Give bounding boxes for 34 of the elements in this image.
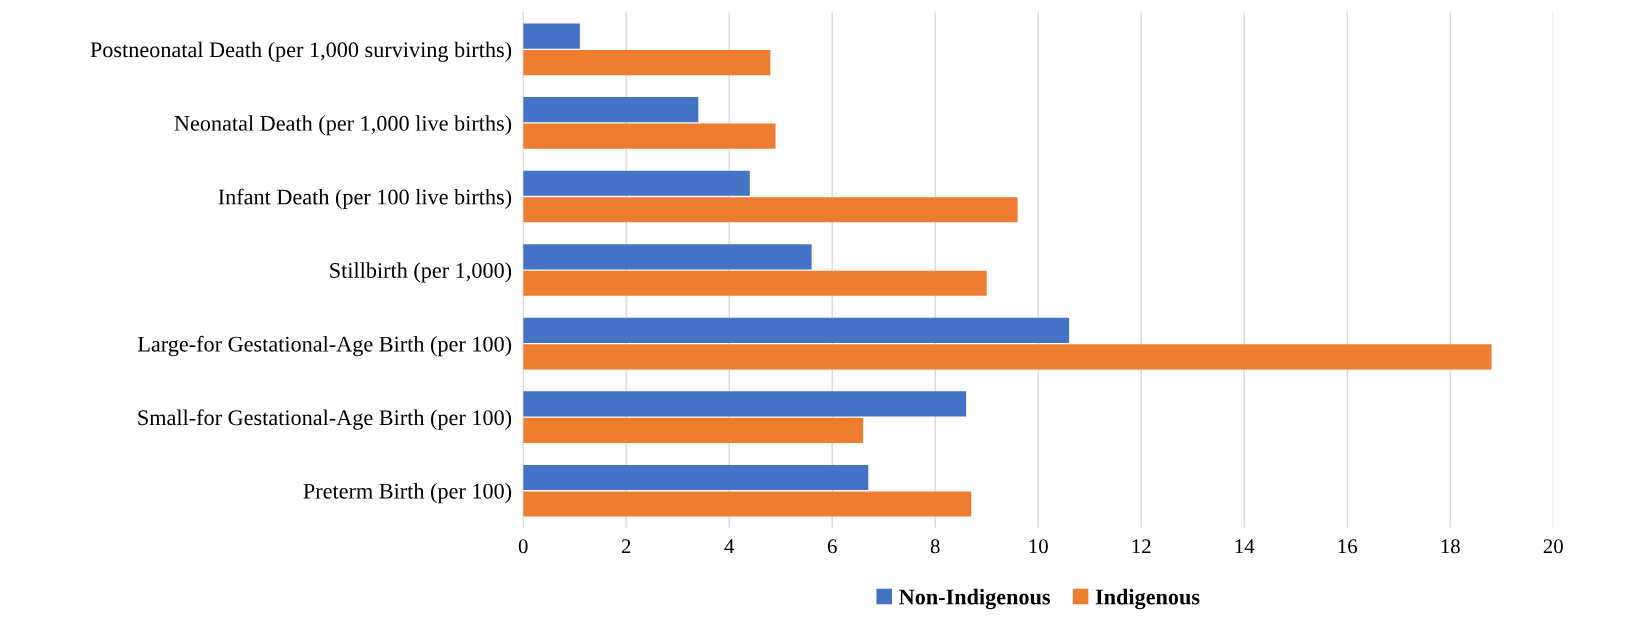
y-tick-label: Stillbirth (per 1,000)	[330, 262, 512, 283]
bar	[523, 197, 1018, 223]
bar	[523, 50, 771, 76]
x-tick-label: 16	[1338, 539, 1358, 554]
bar	[523, 170, 750, 196]
y-tick-label: Preterm Birth (per 100)	[303, 483, 512, 504]
legend-label: Indigenous	[1095, 588, 1200, 610]
x-tick-label: 10	[1029, 539, 1048, 554]
y-tick-label: Small-for Gestational-Age Birth (per 100)	[138, 409, 512, 430]
x-tick-label: 18	[1441, 539, 1460, 554]
bar	[523, 344, 1492, 370]
y-tick-label: Postneonatal Death (per 1,000 surviving births)	[90, 41, 512, 62]
y-tick-label: Infant Death (per 100 live births)	[218, 188, 512, 210]
x-tick-label: 20	[1543, 539, 1563, 554]
bar	[523, 391, 967, 417]
bar	[523, 417, 864, 443]
x-tick-label: 14	[1235, 539, 1255, 554]
x-tick-label: 8	[930, 539, 940, 554]
x-tick-label: 2	[621, 539, 631, 554]
bar	[523, 270, 987, 296]
x-tick-label: 12	[1132, 539, 1151, 554]
bar	[523, 23, 580, 49]
bar	[523, 464, 869, 491]
bar	[523, 97, 699, 123]
bar	[523, 123, 776, 149]
bar	[523, 491, 972, 517]
bar	[523, 317, 1070, 343]
x-tick-label: 6	[827, 539, 837, 554]
bar	[523, 244, 812, 270]
legend-label: Non-Indigenous	[899, 588, 1051, 610]
y-tick-label: Neonatal Death (per 1,000 live births)	[174, 115, 512, 136]
y-tick-label: Large-for Gestational-Age Birth (per 100)	[137, 335, 512, 357]
x-tick-label: 4	[724, 539, 735, 554]
x-tick-label: 0	[518, 539, 528, 554]
